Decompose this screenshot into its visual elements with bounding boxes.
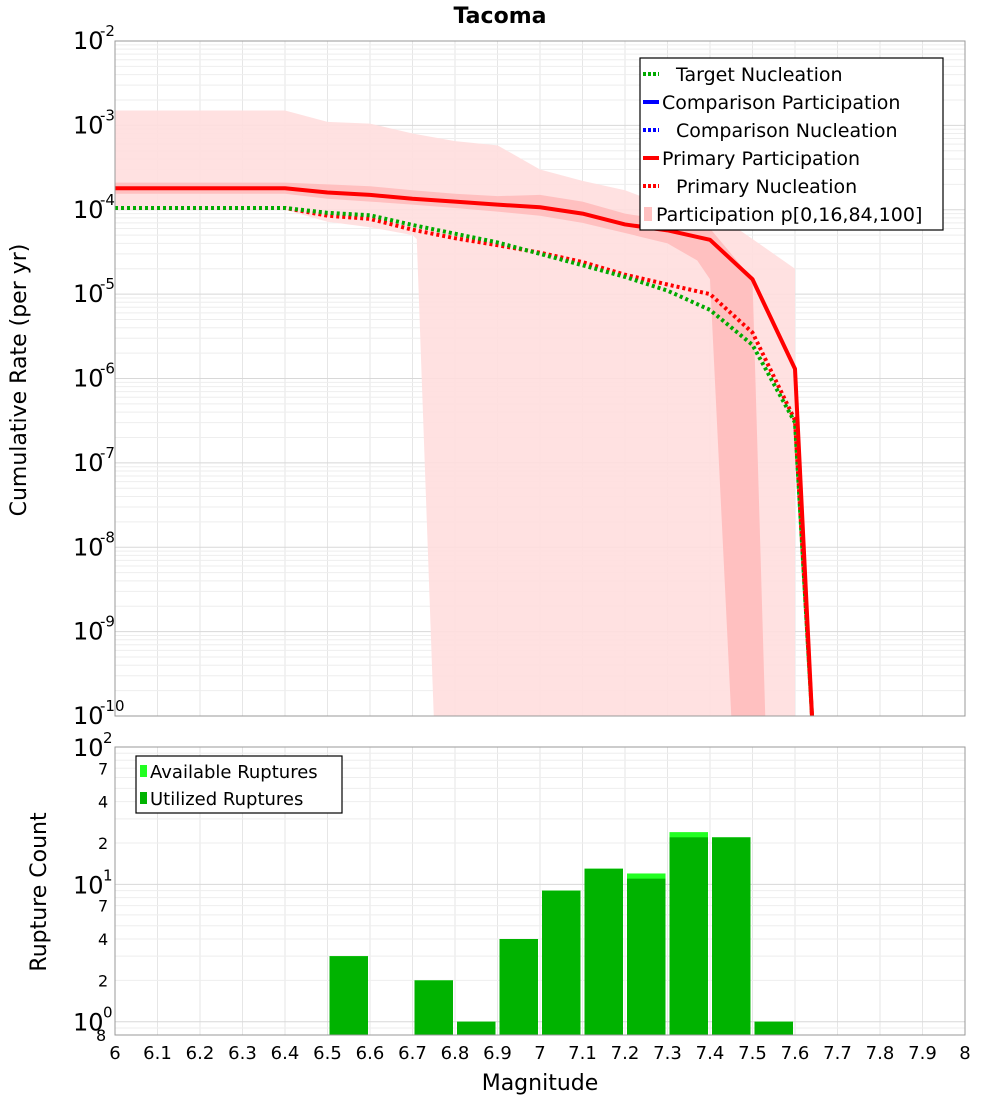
x-tick-label: 7.3 xyxy=(653,1043,682,1064)
count-y-tick-base: 10 xyxy=(73,1009,104,1037)
rate-y-tick-base: 10 xyxy=(73,280,104,308)
bar-utilized xyxy=(754,1021,793,1035)
x-tick-label: 7.6 xyxy=(781,1043,810,1064)
rate-y-tick-base: 10 xyxy=(73,365,104,393)
bar-utilized xyxy=(627,878,666,1035)
x-tick-label: 7.9 xyxy=(908,1043,937,1064)
bar-utilized xyxy=(329,956,368,1035)
legend-swatch-band xyxy=(644,207,652,221)
count-y-minor-tick: 7 xyxy=(98,897,108,916)
rate-y-tick-base: 10 xyxy=(73,196,104,224)
legend-swatch xyxy=(140,765,147,777)
rate-y-tick-base: 10 xyxy=(73,533,104,561)
x-tick-label: 7.2 xyxy=(611,1043,640,1064)
bar-utilized xyxy=(499,939,538,1035)
x-tick-label: 8 xyxy=(959,1043,970,1064)
bar-utilized xyxy=(584,868,623,1035)
x-tick-label: 6.9 xyxy=(483,1043,512,1064)
count-bars xyxy=(329,832,793,1035)
x-tick-label: 7.8 xyxy=(866,1043,895,1064)
legend-label: Participation p[0,16,84,100] xyxy=(656,204,922,226)
x-tick-label: 6.1 xyxy=(143,1043,172,1064)
count-y-minor-tick: 4 xyxy=(98,930,108,949)
count-legend-box xyxy=(135,755,343,814)
rate-y-tick-exponent: -7 xyxy=(100,444,115,462)
x-tick-label: 6.8 xyxy=(441,1043,470,1064)
x-axis-label: Magnitude xyxy=(482,1071,599,1096)
legend-label: Target Nucleation xyxy=(675,64,843,86)
count-y-minor-tick: 2 xyxy=(98,971,108,990)
x-tick-label: 6.7 xyxy=(398,1043,427,1064)
x-tick-label: 6.6 xyxy=(356,1043,385,1064)
rate-y-tick-labels: 10-210-310-410-510-610-710-810-910-10 xyxy=(73,22,125,730)
rate-y-tick-base: 10 xyxy=(73,111,104,139)
count-plot-frame xyxy=(114,746,966,1036)
series-line-primary-participation xyxy=(115,186,814,717)
rate-legend: Target Nucleation Comparison Participatio… xyxy=(639,57,944,231)
rate-y-tick-base: 10 xyxy=(73,449,104,477)
x-tick-label: 7.7 xyxy=(823,1043,852,1064)
rate-y-tick-base: 10 xyxy=(73,702,104,730)
legend-label: Comparison Participation xyxy=(662,92,900,114)
count-y-tick-base: 10 xyxy=(73,871,104,899)
legend-label: Available Ruptures xyxy=(150,762,318,783)
rate-panel: 10-210-310-410-510-610-710-810-910-10 Cu… xyxy=(7,22,966,730)
band-p0-p100 xyxy=(115,110,795,716)
x-tick-label: 7 xyxy=(534,1043,545,1064)
bar-utilized xyxy=(669,837,708,1035)
x-tick-label: 6 xyxy=(109,1043,120,1064)
rate-y-tick-exponent: -10 xyxy=(100,697,125,715)
rate-legend-box xyxy=(639,57,944,231)
rate-y-axis-label: Cumulative Rate (per yr) xyxy=(7,244,32,517)
rate-y-tick-base: 10 xyxy=(73,618,104,646)
rate-y-tick-exponent: -4 xyxy=(100,191,115,209)
rate-plot-frame xyxy=(114,40,966,717)
x-tick-label: 7.1 xyxy=(568,1043,597,1064)
count-y-tick-exponent: 2 xyxy=(103,729,113,747)
count-y-minor-tick: 7 xyxy=(98,759,108,778)
bar-utilized xyxy=(414,980,453,1035)
magnitude-tick-labels: 6 6.1 6.2 6.3 6.4 6.5 6.6 6.7 6.8 6.9 7 7.1 7.2 7.3 7.… xyxy=(109,1043,970,1064)
rate-y-tick-exponent: -9 xyxy=(100,613,115,631)
count-y-minor-tick: 4 xyxy=(98,793,108,812)
rate-y-tick-exponent: -6 xyxy=(100,360,115,378)
x-tick-label: 6.4 xyxy=(271,1043,300,1064)
count-y-axis-label: Rupture Count xyxy=(27,812,52,972)
x-tick-label: 6.3 xyxy=(228,1043,257,1064)
rate-series-lines xyxy=(115,186,814,717)
count-y-minor-tick: 2 xyxy=(98,834,108,853)
legend-label: Utilized Ruptures xyxy=(150,789,303,810)
x-tick-label: 6.2 xyxy=(186,1043,215,1064)
bar-utilized xyxy=(542,890,581,1035)
rate-y-tick-exponent: -5 xyxy=(100,275,115,293)
bar-utilized xyxy=(712,837,751,1035)
count-y-tick-base: 10 xyxy=(73,734,104,762)
x-tick-label: 6.5 xyxy=(313,1043,342,1064)
rate-y-tick-exponent: -8 xyxy=(100,528,115,546)
legend-label: Comparison Nucleation xyxy=(676,120,898,142)
legend-label: Primary Participation xyxy=(662,148,860,170)
x-tick-label: 7.5 xyxy=(738,1043,767,1064)
bar-utilized xyxy=(457,1021,496,1035)
legend-swatch xyxy=(140,792,147,804)
legend-label: Primary Nucleation xyxy=(676,176,857,198)
x-tick-label: 7.4 xyxy=(696,1043,725,1064)
count-y-tick-exponent: 1 xyxy=(103,866,113,884)
rate-y-tick-exponent: -3 xyxy=(100,106,115,124)
count-y-tick-exponent: 0 xyxy=(103,1004,113,1022)
rate-y-tick-base: 10 xyxy=(73,27,104,55)
chart-title: Tacoma xyxy=(454,4,547,29)
count-y-minor-tick: 8 xyxy=(96,1026,106,1045)
series-line-primary-nucleation xyxy=(115,205,814,717)
count-legend: Available Ruptures Utilized Ruptures xyxy=(135,755,343,814)
rate-y-tick-exponent: -2 xyxy=(100,22,115,40)
